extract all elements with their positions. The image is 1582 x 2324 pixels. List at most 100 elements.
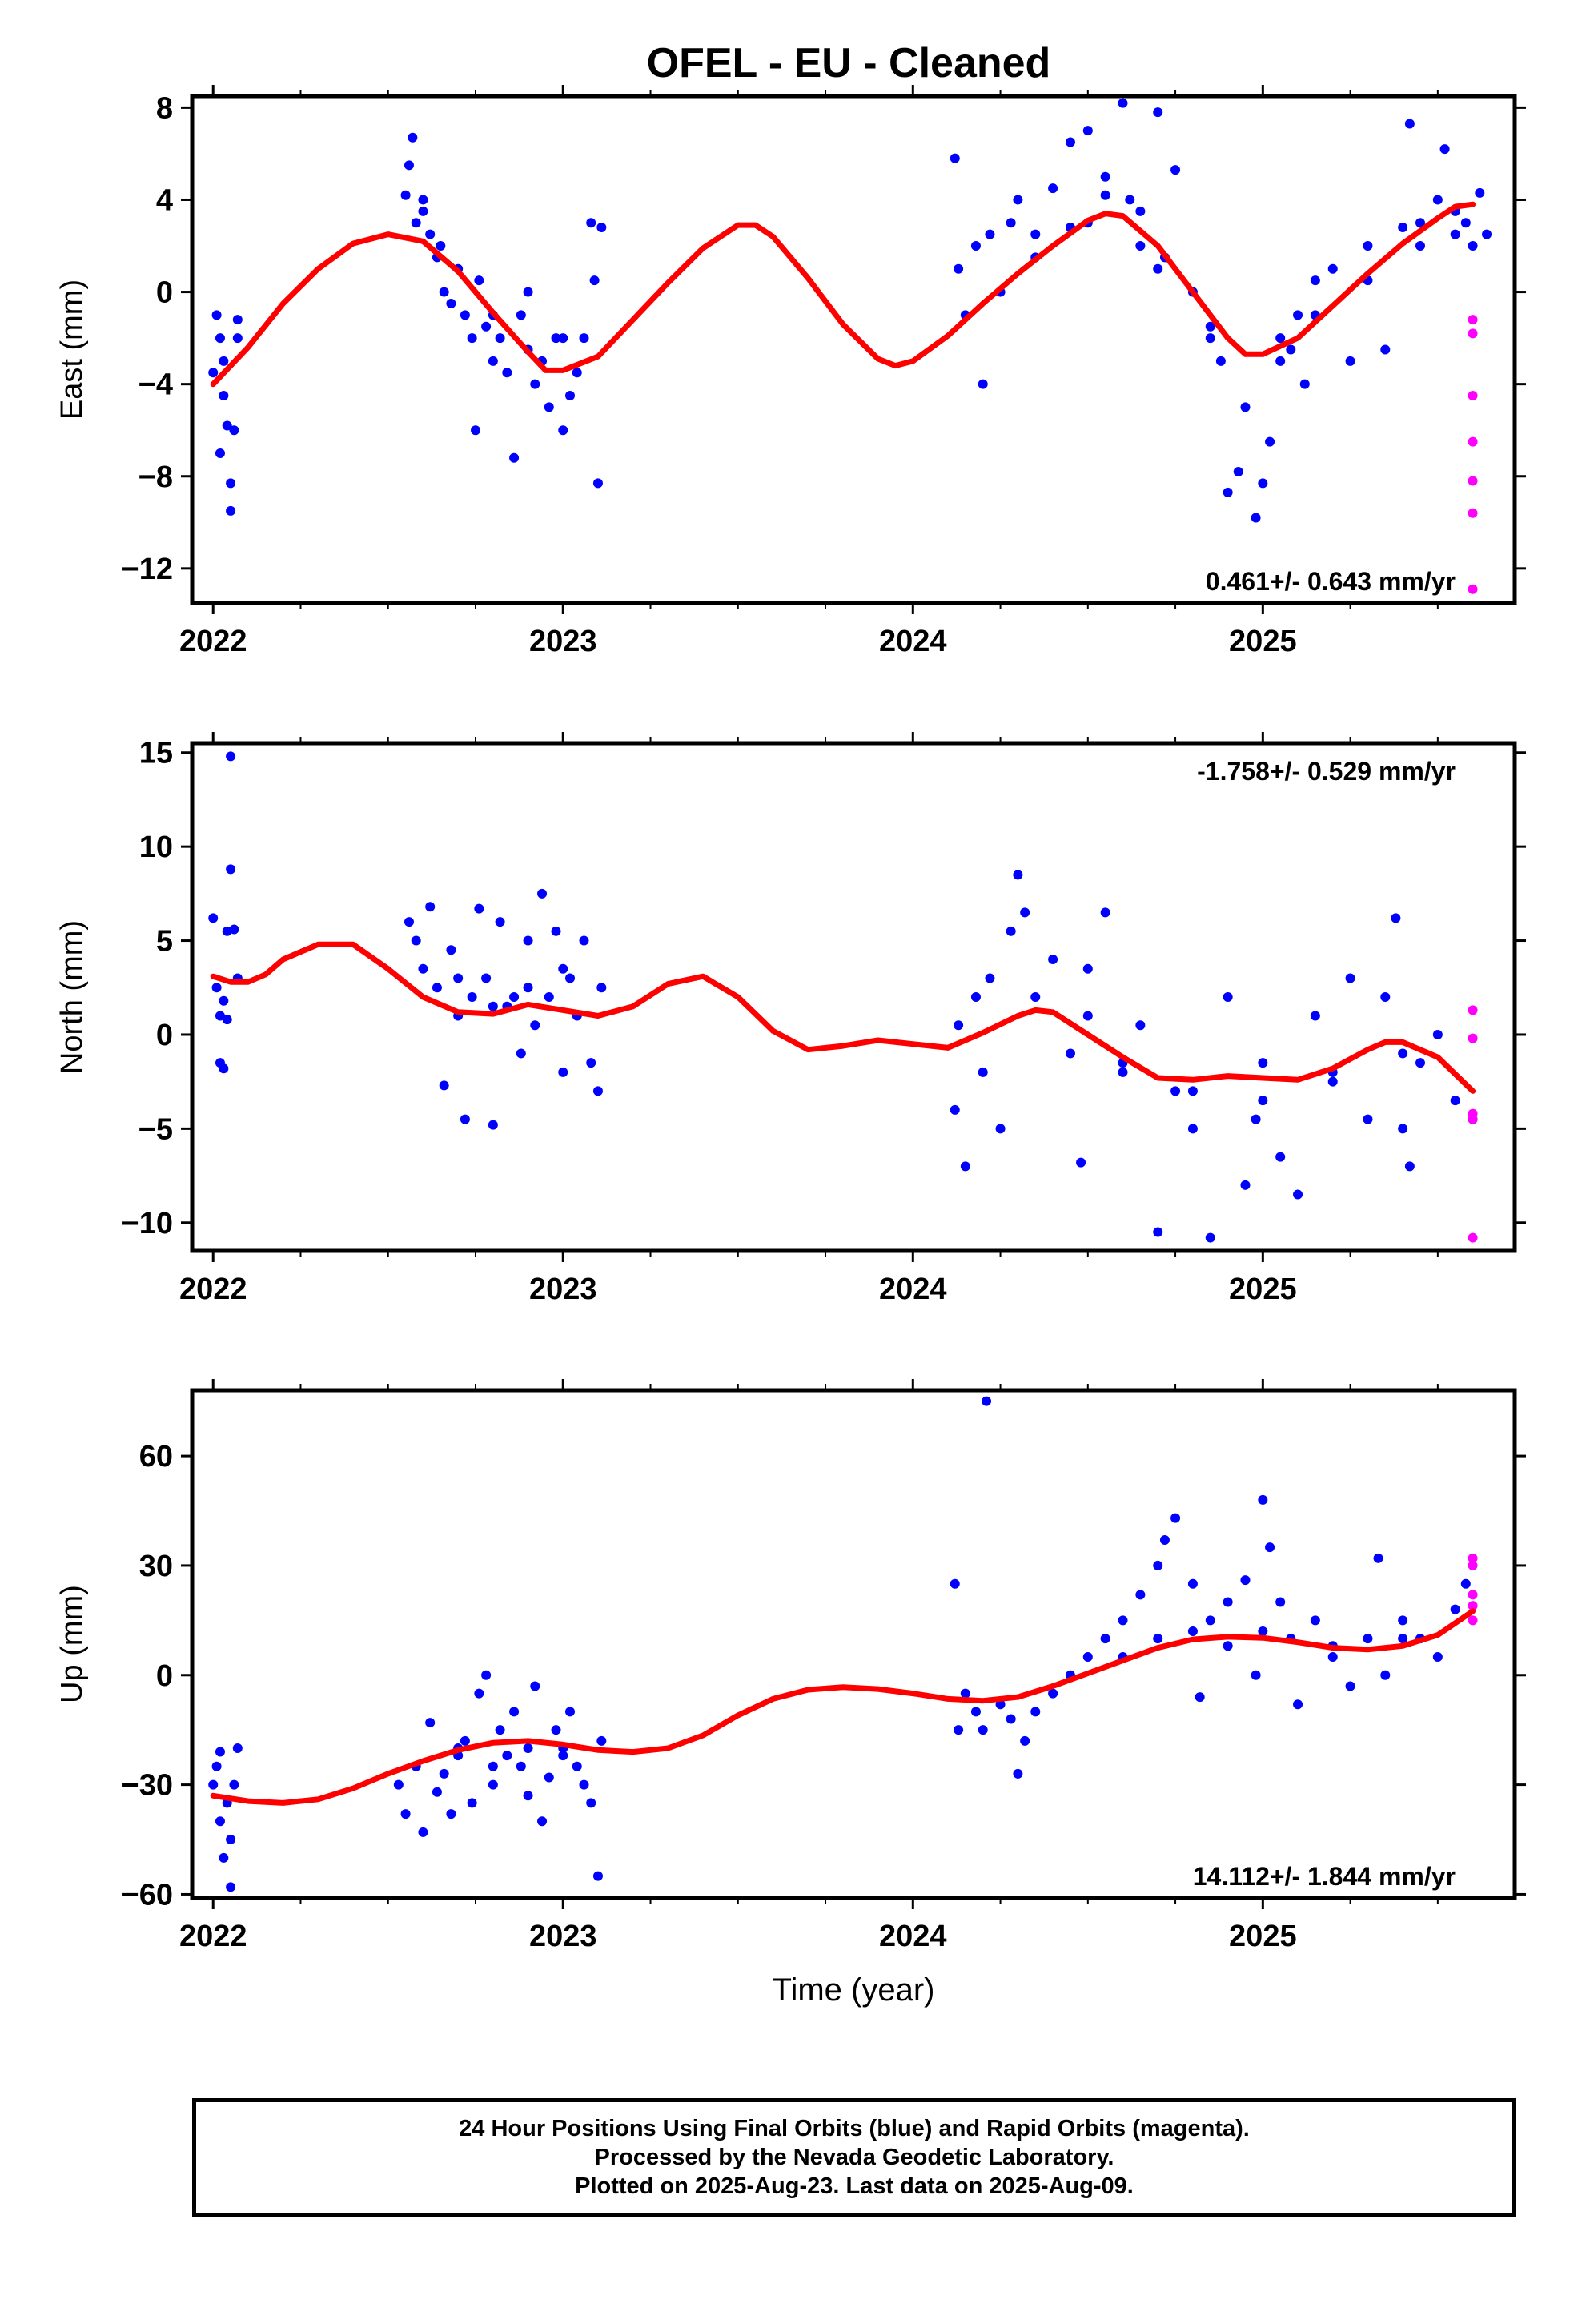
north-final-point [488,1001,498,1011]
east-data-layer [208,98,1492,594]
north-final-point [1082,1011,1093,1021]
north-final-point [226,864,236,875]
east-model-curve [210,201,1476,388]
up-y-tick-label: −60 [122,1878,173,1912]
east-rapid-point [1468,315,1478,325]
up-final-point [1373,1553,1383,1563]
up-final-point [509,1707,520,1717]
east-final-point [232,333,243,344]
up-final-point [467,1798,477,1808]
north-final-point [1310,1011,1320,1021]
up-final-point [523,1791,533,1801]
east-final-point [229,425,239,436]
east-final-point [1100,190,1110,200]
north-final-point [1006,926,1016,936]
east-final-point [1125,195,1135,205]
east-final-point [436,241,446,251]
east-rapid-point [1468,328,1478,339]
east-final-point [439,287,449,297]
east-rapid-point [1468,508,1478,518]
north-final-point [537,888,548,899]
up-final-point [1223,1597,1233,1607]
north-final-point [432,983,442,993]
east-y-tick-label: −8 [139,460,173,494]
north-final-point [1258,1096,1268,1106]
east-final-point [1345,356,1355,366]
east-final-point [589,275,600,286]
north-model-curve [210,941,1476,1094]
north-final-point [208,913,219,923]
east-final-point [1275,333,1286,344]
north-final-point [467,992,477,1002]
east-final-point [1482,229,1492,239]
east-final-point [1135,241,1146,251]
east-final-point [1398,223,1408,233]
up-final-point [1153,1634,1163,1644]
up-final-point [1118,1615,1128,1626]
up-final-point [1258,1494,1268,1505]
up-final-point [1363,1634,1373,1644]
up-y-tick-label: 0 [156,1659,173,1693]
footer-line-2: Processed by the Nevada Geodetic Laborat… [594,2145,1114,2170]
north-final-point [978,1067,988,1077]
north-y-tick-label: 10 [139,830,173,864]
up-final-point [481,1670,492,1680]
north-x-tick-label: 2024 [879,1273,947,1306]
north-final-point [586,1058,596,1068]
north-final-point [1205,1232,1215,1243]
up-final-point [579,1779,589,1790]
east-final-point [1013,195,1023,205]
east-final-point [596,223,607,233]
up-final-point [439,1768,449,1779]
up-y-axis-label: Up (mm) [55,1585,89,1703]
north-x-tick-label: 2025 [1229,1273,1297,1306]
north-final-point [488,1120,498,1130]
north-final-point [1118,1067,1128,1077]
up-rate-label: 14.112+/- 1.844 mm/yr [1193,1862,1456,1891]
east-final-point [1240,402,1251,412]
up-final-point [530,1681,540,1691]
up-final-point [1170,1513,1181,1523]
east-final-point [1215,356,1226,366]
up-final-point [1345,1681,1355,1691]
east-final-point [411,218,421,228]
up-final-point [1432,1651,1443,1662]
up-y-tick-label: −30 [122,1769,173,1803]
east-final-point [985,229,995,239]
north-x-tick-label: 2023 [529,1273,597,1306]
north-final-point [1076,1157,1086,1168]
up-rapid-point [1468,1553,1478,1563]
north-final-point [1020,907,1030,918]
east-final-point [1380,344,1391,355]
up-final-point [232,1743,243,1753]
east-final-point [950,153,960,163]
east-final-point [551,333,561,344]
north-final-point [1223,992,1233,1002]
east-final-point [544,402,554,412]
up-final-point [226,1835,236,1845]
east-y-tick-label: 8 [156,91,173,125]
up-final-point [970,1707,981,1717]
up-x-tick-label: 2025 [1229,1920,1297,1953]
north-final-point [509,992,520,1002]
north-final-point [1187,1086,1198,1096]
north-final-point [565,973,575,983]
up-final-point [432,1787,442,1797]
up-final-point [586,1798,596,1808]
north-final-point [1432,1029,1443,1039]
east-y-tick-label: 4 [156,183,173,217]
north-rapid-point [1468,1033,1478,1043]
up-x-tick-label: 2022 [179,1920,247,1953]
up-final-point [488,1779,498,1790]
north-final-point [1100,907,1110,918]
north-final-point [1030,992,1041,1002]
up-final-point [211,1761,222,1771]
east-rate-label: 0.461+/- 0.643 mm/yr [1206,567,1456,596]
east-final-point [446,298,456,308]
up-final-point [1327,1651,1338,1662]
east-final-point [208,368,219,378]
north-final-point [544,992,554,1002]
north-data-layer [208,751,1478,1243]
up-x-tick-label: 2023 [529,1920,597,1953]
